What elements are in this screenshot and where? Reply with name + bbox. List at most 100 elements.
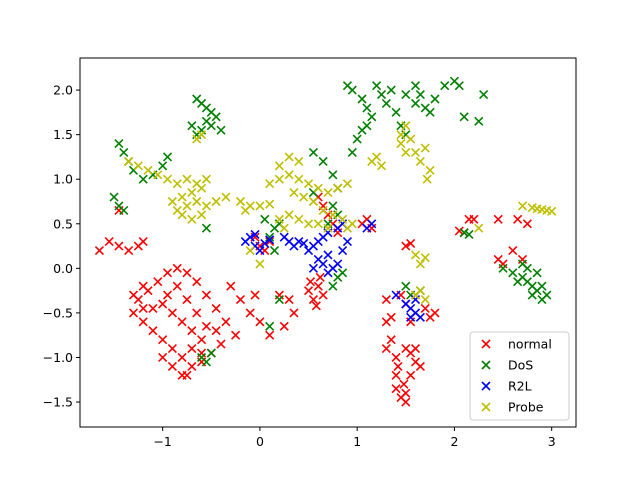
point-normal-13 [182,268,192,278]
point-probe-9 [197,183,207,193]
point-dos-48 [376,89,387,100]
point-normal-104 [401,241,411,251]
point-probe-3 [153,170,163,180]
point-probe-28 [240,205,250,215]
point-probe-24 [235,196,246,207]
point-dos-8 [187,121,197,131]
point-r2l-30 [391,290,401,300]
point-normal-40 [187,343,197,354]
point-probe-40 [274,161,284,171]
point-dos-26 [265,232,275,242]
point-normal-32 [201,321,211,331]
point-dos-86 [542,290,552,300]
point-probe-66 [422,174,432,184]
y-tick-label: 0.0 [53,261,73,276]
point-dos-64 [479,89,489,100]
point-normal-95 [399,379,409,389]
point-probe-54 [303,219,314,229]
point-normal-35 [128,290,139,300]
x-tick-label: 1 [353,434,361,449]
point-probe-18 [187,214,197,224]
point-probe-11 [177,192,187,202]
legend-label-dos: DoS [508,358,533,373]
series-r2l [240,219,425,322]
point-dos-73 [401,281,411,291]
point-probe-44 [318,205,328,215]
point-dos-44 [347,85,357,95]
point-normal-52 [274,290,284,300]
point-dos-25 [206,348,216,358]
point-normal-112 [498,259,508,269]
point-normal-48 [124,245,134,256]
point-normal-19 [216,339,226,349]
point-probe-64 [420,143,430,153]
point-probe-26 [255,201,265,211]
y-tick-label: 0.5 [53,216,73,231]
point-probe-79 [547,206,557,216]
point-dos-18 [162,152,173,162]
point-r2l-5 [265,235,275,245]
point-dos-34 [318,156,328,166]
legend-box [469,331,570,421]
point-normal-57 [255,317,265,327]
point-normal-50 [138,237,148,247]
point-normal-58 [250,290,260,300]
point-dos-72 [338,268,348,278]
point-probe-60 [401,121,411,131]
y-tick-label: 2.0 [53,83,73,98]
point-dos-71 [328,281,338,291]
point-dos-15 [138,174,148,184]
point-probe-39 [294,156,304,166]
point-normal-36 [138,281,148,291]
point-r2l-4 [260,238,270,248]
point-r2l-3 [255,245,265,256]
legend-marker-r2l [481,381,491,391]
point-probe-12 [167,196,177,207]
point-normal-115 [513,214,523,224]
point-r2l-10 [294,237,304,247]
point-probe-10 [187,188,197,198]
point-probe-14 [182,201,192,211]
point-r2l-20 [342,237,353,247]
point-probe-58 [376,161,387,171]
point-normal-28 [162,290,173,300]
point-dos-50 [386,85,396,95]
point-dos-22 [201,223,211,233]
point-dos-85 [532,268,542,278]
x-tick-label: 0 [256,434,264,449]
point-normal-2 [148,326,158,336]
y-tick-label: −1.5 [43,395,73,410]
series-normal [94,192,532,407]
point-dos-57 [425,107,435,117]
point-dos-87 [513,277,523,287]
point-normal-63 [311,301,321,311]
point-probe-33 [303,179,314,189]
point-probe-75 [517,201,528,211]
point-probe-55 [279,223,289,233]
point-dos-19 [109,192,119,202]
point-normal-109 [469,214,479,224]
point-normal-6 [187,361,197,371]
point-dos-7 [211,112,221,122]
legend-label-normal: normal [508,337,552,352]
point-dos-90 [459,228,469,238]
legend-marker-dos [481,360,491,370]
point-normal-17 [221,317,231,327]
point-probe-83 [474,223,484,233]
point-normal-39 [182,370,192,380]
point-normal-116 [522,219,532,229]
point-probe-45 [328,210,338,220]
point-probe-5 [172,179,182,189]
point-normal-56 [284,294,294,305]
point-normal-5 [177,352,187,363]
point-dos-38 [347,147,357,158]
point-normal-85 [406,317,416,327]
point-dos-39 [352,134,362,144]
point-dos-6 [206,121,216,131]
point-r2l-11 [299,238,309,248]
point-r2l-15 [318,259,328,269]
point-probe-31 [284,170,294,180]
point-probe-82 [245,245,255,256]
point-normal-12 [172,263,182,273]
y-tick-label: −1.0 [43,350,73,365]
